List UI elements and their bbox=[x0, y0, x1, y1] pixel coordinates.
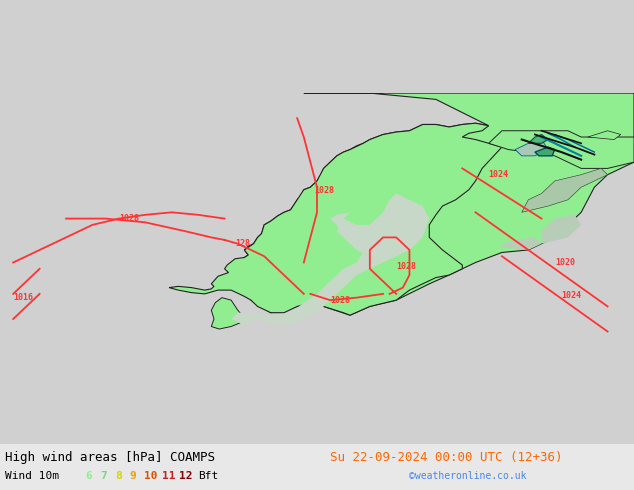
Text: 1028: 1028 bbox=[330, 295, 350, 305]
Text: 9: 9 bbox=[129, 471, 136, 481]
Polygon shape bbox=[231, 212, 383, 325]
Text: 1024: 1024 bbox=[561, 291, 581, 300]
Polygon shape bbox=[211, 297, 244, 329]
Text: 1020: 1020 bbox=[555, 258, 575, 267]
Text: Su 22-09-2024 00:00 UTC (12+36): Su 22-09-2024 00:00 UTC (12+36) bbox=[330, 451, 562, 464]
Text: ©weatheronline.co.uk: ©weatheronline.co.uk bbox=[409, 471, 526, 481]
Text: 1016: 1016 bbox=[13, 293, 33, 302]
Polygon shape bbox=[528, 135, 548, 143]
Polygon shape bbox=[169, 123, 502, 315]
Polygon shape bbox=[522, 169, 607, 212]
Text: Bft: Bft bbox=[198, 471, 218, 481]
Text: 128: 128 bbox=[235, 239, 250, 248]
Text: Wind 10m: Wind 10m bbox=[5, 471, 59, 481]
Polygon shape bbox=[515, 140, 548, 156]
Text: 1024: 1024 bbox=[489, 170, 508, 179]
Text: 7: 7 bbox=[100, 471, 107, 481]
Text: 11: 11 bbox=[162, 471, 175, 481]
Text: 8: 8 bbox=[115, 471, 122, 481]
Polygon shape bbox=[541, 215, 581, 244]
Text: 6: 6 bbox=[86, 471, 93, 481]
Polygon shape bbox=[337, 194, 429, 263]
Polygon shape bbox=[502, 238, 541, 250]
Text: 1028: 1028 bbox=[314, 187, 334, 196]
Text: High wind areas [hPa] COAMPS: High wind areas [hPa] COAMPS bbox=[5, 451, 215, 464]
Text: 10: 10 bbox=[144, 471, 157, 481]
Text: 1028: 1028 bbox=[119, 214, 139, 223]
Polygon shape bbox=[489, 131, 634, 169]
Text: 12: 12 bbox=[179, 471, 193, 481]
Text: 1028: 1028 bbox=[396, 262, 417, 271]
Polygon shape bbox=[244, 93, 634, 315]
Polygon shape bbox=[588, 131, 621, 140]
Polygon shape bbox=[535, 147, 555, 156]
